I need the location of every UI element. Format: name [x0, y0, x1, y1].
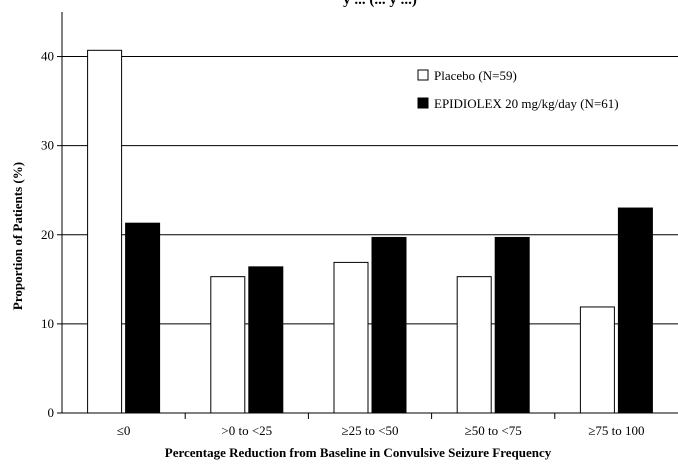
x-axis-ticks: ≤0 >0 to <25 ≥25 to <50 ≥50 to <75 ≥75 to 10… [117, 413, 645, 438]
x-tick-label: ≥50 to <75 [465, 423, 522, 438]
bar-placebo [210, 276, 246, 414]
x-tick-label: ≤0 [117, 423, 131, 438]
y-tick-label: 40 [41, 49, 54, 64]
gridlines [62, 56, 678, 325]
bar-placebo [333, 261, 369, 414]
y-tick-label: 30 [41, 138, 54, 153]
y-axis-ticks: 0 10 20 30 40 [41, 49, 62, 420]
bar-epidiolex [617, 207, 653, 414]
bars [87, 49, 653, 414]
y-tick-label: 20 [41, 227, 54, 242]
y-tick-label: 10 [41, 316, 54, 331]
legend: Placebo (N=59) EPIDIOLEX 20 mg/kg/day (N=… [417, 68, 619, 111]
y-axis-title: Proportion of Patients (%) [10, 162, 25, 310]
legend-label: EPIDIOLEX 20 mg/kg/day (N=61) [434, 96, 619, 111]
x-tick-label: >0 to <25 [221, 423, 272, 438]
chart-title-partial: y ... (... y ...) [343, 0, 417, 8]
x-axis-title: Percentage Reduction from Baseline in Co… [165, 445, 552, 460]
bar-epidiolex [494, 236, 530, 414]
bar-epidiolex [125, 222, 161, 414]
legend-swatch [417, 97, 429, 109]
bar-epidiolex [248, 266, 284, 414]
axes [61, 12, 678, 414]
x-tick-label: ≥25 to <50 [341, 423, 398, 438]
bar-placebo [579, 306, 615, 414]
y-tick-label: 0 [48, 405, 55, 420]
x-tick-label: ≥75 to 100 [588, 423, 644, 438]
bar-placebo [456, 276, 492, 414]
legend-swatch [417, 69, 429, 81]
bar-epidiolex [371, 236, 407, 414]
legend-label: Placebo (N=59) [434, 68, 517, 83]
bar-placebo [87, 49, 123, 414]
